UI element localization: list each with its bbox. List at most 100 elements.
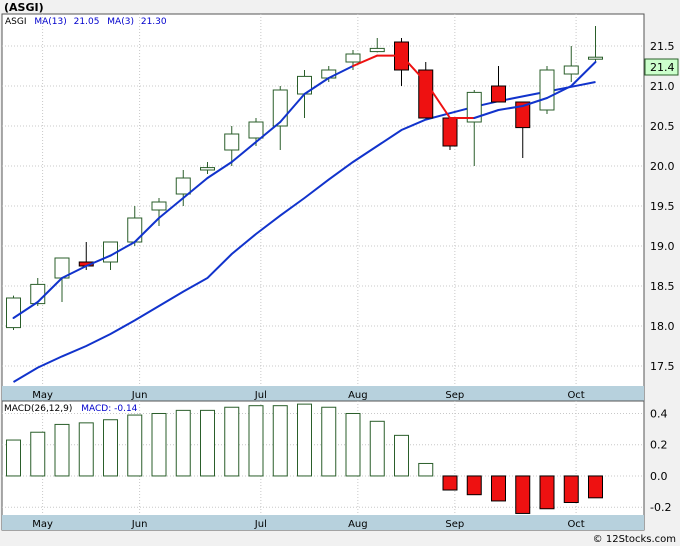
candle xyxy=(200,162,215,174)
candle xyxy=(224,126,240,166)
ma3-segment xyxy=(546,85,573,99)
macd-bar xyxy=(127,414,143,477)
macd-bar xyxy=(491,475,506,502)
macd-bar xyxy=(272,405,288,477)
ma3-segment xyxy=(255,121,282,143)
candle xyxy=(175,170,191,206)
price-x-tick-label: Oct xyxy=(567,390,584,401)
price-x-tick-label: May xyxy=(32,390,53,401)
macd-y-tick-label: 0.4 xyxy=(650,407,668,420)
price-x-tick-label: Jul xyxy=(254,390,267,401)
price-y-tick-label: 20.5 xyxy=(650,120,675,133)
ma3-segment xyxy=(303,77,330,95)
macd-bar xyxy=(297,403,312,477)
macd-x-tick-label: Aug xyxy=(348,519,368,530)
ma3-segment xyxy=(279,93,306,123)
macd-legend-label: MACD(26,12,9) xyxy=(4,404,72,414)
last-price-tag xyxy=(644,58,679,76)
macd-axis-ticks: 0.4 0.2 0.0 -0.2 xyxy=(650,407,671,514)
candle-body-up xyxy=(588,56,603,60)
legend-ticker: ASGI xyxy=(5,17,27,27)
last-price-label: 21.4 xyxy=(650,61,675,74)
macd-bar xyxy=(6,439,21,477)
macd-bar xyxy=(103,419,118,477)
macd-bar xyxy=(563,475,579,504)
candle-body-up xyxy=(345,53,361,63)
macd-x-tick-label: Jun xyxy=(131,519,148,530)
macd-bar xyxy=(418,462,434,477)
macd-bar xyxy=(321,406,337,477)
price-y-tick-label: 21.5 xyxy=(650,40,675,53)
macd-x-tick-label: Sep xyxy=(445,519,464,530)
macd-bar xyxy=(224,406,240,477)
price-axis-ticks: 17.5 18.0 18.5 19.0 19.5 20.0 20.5 21.0 21.5 xyxy=(650,40,675,373)
legend-ma13-label: MA(13) xyxy=(34,17,66,27)
macd-bar xyxy=(466,475,482,496)
macd-x-axis-band xyxy=(2,515,644,530)
candle-body-up xyxy=(151,201,167,211)
ma3-segment xyxy=(158,197,185,219)
macd-y-tick-label: 0.2 xyxy=(650,439,668,452)
ma3-segment xyxy=(206,161,233,179)
ma3-segment xyxy=(327,65,354,79)
candle-body-up xyxy=(321,69,337,79)
candle xyxy=(539,66,555,114)
candle xyxy=(369,38,385,53)
price-y-tick-label: 20.0 xyxy=(650,160,675,173)
macd-bar-layer xyxy=(6,403,603,514)
price-x-axis-band xyxy=(2,386,644,401)
ma3-segment xyxy=(109,241,136,257)
candle xyxy=(588,26,603,62)
candle xyxy=(563,46,579,82)
macd-bar xyxy=(588,475,603,499)
price-y-tick-label: 21.0 xyxy=(650,80,675,93)
macd-x-tick-label: Oct xyxy=(567,519,584,530)
chart-title: (ASGI) xyxy=(4,1,44,14)
candle xyxy=(515,101,531,158)
candle-body-up xyxy=(563,65,579,75)
legend-ma3-label: MA(3) xyxy=(107,17,134,27)
candle-body-up xyxy=(539,69,555,111)
macd-y-tick-label: 0.0 xyxy=(650,470,668,483)
price-x-tick-label: Jun xyxy=(131,390,148,401)
price-x-tick-label: Aug xyxy=(348,390,368,401)
candle-body-up xyxy=(466,91,482,123)
macd-legend: MACD(26,12,9) MACD: -0.14 xyxy=(4,404,138,414)
price-y-tick-label: 19.0 xyxy=(650,240,675,253)
price-y-tick-label: 18.0 xyxy=(650,320,675,333)
ma3-segment xyxy=(473,109,500,119)
candle xyxy=(6,295,21,330)
ma3-segment xyxy=(352,54,379,67)
macd-y-tick-label: -0.2 xyxy=(650,501,671,514)
candle xyxy=(54,257,70,302)
candle-body-up xyxy=(175,177,191,195)
macd-bar xyxy=(539,475,555,510)
legend-ma3-value: 21.30 xyxy=(141,17,167,27)
macd-legend-value: -0.14 xyxy=(114,404,138,414)
price-y-tick-label: 17.5 xyxy=(650,360,675,373)
candle-body-up xyxy=(6,297,21,329)
macd-bar xyxy=(442,475,458,491)
candle xyxy=(491,66,506,103)
macd-x-axis-labels: May Jun Jul Aug Sep Oct xyxy=(32,519,585,530)
price-y-tick-label: 18.5 xyxy=(650,280,675,293)
price-legend: ASGI MA(13) 21.05 MA(3) 21.30 xyxy=(5,17,167,27)
ma3-segment xyxy=(230,141,257,163)
macd-x-tick-label: Jul xyxy=(254,519,267,530)
price-grid xyxy=(2,14,644,386)
macd-x-tick-label: May xyxy=(32,519,53,530)
ma3-segment xyxy=(36,277,63,303)
macd-bar xyxy=(200,409,215,477)
ma3-line-layer xyxy=(12,54,597,319)
candlestick-layer xyxy=(6,26,603,330)
candle-body-up xyxy=(224,133,240,151)
candle-body-down xyxy=(442,117,458,147)
candle-body-down xyxy=(515,101,531,129)
macd-bar xyxy=(248,405,264,477)
ma3-segment xyxy=(85,254,112,267)
macd-bar xyxy=(54,423,70,477)
ma3-segment xyxy=(12,301,39,319)
ma3-segment xyxy=(61,265,88,279)
ma3-segment xyxy=(182,177,209,199)
